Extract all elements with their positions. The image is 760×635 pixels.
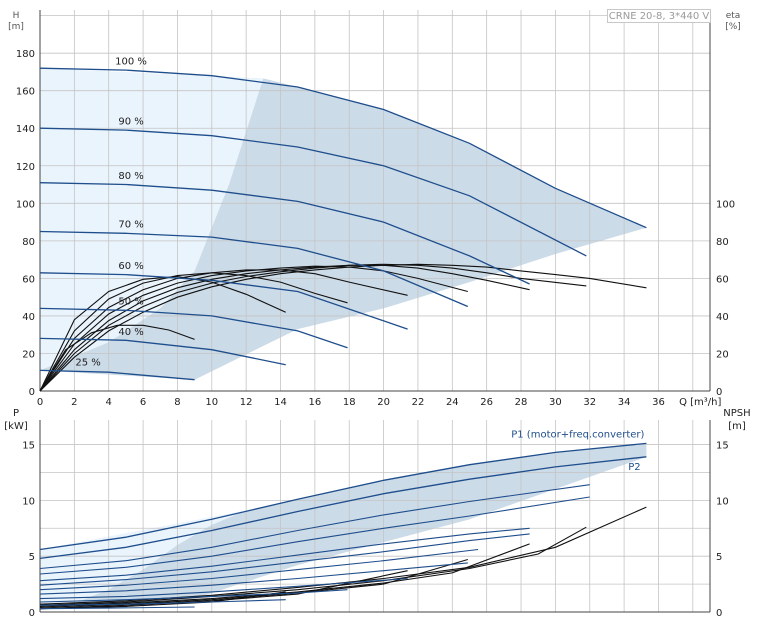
x-tick-label: 2 [71,397,77,408]
speed-label-40: 40 % [118,327,143,338]
npsh-curve-6 [39,591,286,610]
hq-curve-25 [39,369,195,381]
speed-label-60: 60 % [118,261,143,272]
y-tick-label-top: 20 [22,349,35,360]
bottom-y2-axis-unit: [m] [728,421,746,432]
x-tick-label: 20 [377,397,390,408]
y-tick-label-bottom: 0 [29,608,35,619]
x-tick-label: 28 [515,397,528,408]
p1-series-label: P1 (motor+freq.converter) [511,429,644,440]
speed-label-80: 80 % [118,171,143,182]
y2-tick-label-top: 80 [716,237,729,248]
y2-tick-label-top: 40 [716,312,729,323]
y-tick-label-top: 180 [16,49,35,60]
y-tick-label-bottom: 15 [22,441,35,452]
bottom-y-axis-title: P [13,408,19,419]
power-curve-6 [39,562,468,595]
top-y-axis-title: H [13,11,20,21]
x-tick-label: 36 [652,397,665,408]
y2-tick-label-bottom: 0 [716,608,722,619]
x-tick-label: 22 [412,397,425,408]
hq-curve-70 [39,230,469,308]
power-curve-5 [39,548,479,591]
x-tick-label: 0 [37,397,43,408]
p2-series-label: P2 [628,462,640,473]
x-tick-label: 8 [174,397,180,408]
x-tick-label: 18 [343,397,356,408]
y-tick-label-top: 160 [16,87,35,98]
p1-curve [39,442,647,551]
hq-curve-60 [39,272,408,330]
y2-tick-label-bottom: 10 [716,496,729,507]
y2-tick-label-top: 60 [716,274,729,285]
x-tick-label: 30 [549,397,562,408]
top-y2-axis-title: eta [726,11,741,21]
x-tick-label: 4 [106,397,112,408]
grid-lines [40,10,710,612]
eta-curve-6 [39,272,348,392]
y-tick-label-top: 40 [22,312,35,323]
speed-label-50: 50 % [118,297,143,308]
top-y-axis-unit: [m] [8,22,24,32]
x-tick-label: 32 [583,397,596,408]
hq-curve-100 [39,67,647,229]
p2-curve [39,456,647,560]
pump-model-label: CRNE 20-8, 3*440 V [607,9,711,23]
speed-label-100: 100 % [115,56,147,67]
x-tick-label: 34 [618,397,631,408]
power-curve-7 [39,577,408,600]
y2-tick-label-bottom: 15 [716,441,729,452]
eta-curve-7 [39,275,286,392]
power-curve-8 [39,589,348,603]
y-tick-label-bottom: 10 [22,496,35,507]
x-tick-label: 26 [480,397,493,408]
y2-tick-label-top: 20 [716,349,729,360]
hq-curve-40 [39,337,286,366]
y-tick-label-top: 0 [29,387,35,398]
x-tick-label: 24 [446,397,459,408]
y-tick-label-top: 120 [16,162,35,173]
hq-curve-50 [39,307,348,349]
x-tick-label: 14 [274,397,287,408]
x-tick-label: 12 [240,397,253,408]
hq-curve-90 [39,127,587,257]
top-y2-axis-unit: [%] [725,22,741,32]
speed-label-70: 70 % [118,220,143,231]
y-tick-label-bottom: 5 [29,552,35,563]
eta-curve-2 [39,263,587,392]
power-curve-2 [39,496,590,575]
y2-tick-label-top: 100 [716,199,735,210]
y-tick-label-top: 80 [22,237,35,248]
eta-curve-8 [39,324,195,392]
speed-label-90: 90 % [118,116,143,127]
region-bottom-dark [40,443,647,609]
y-tick-label-top: 100 [16,199,35,210]
x-axis-title: Q [m³/h] [679,397,721,408]
npsh-curve-5 [39,570,408,610]
power-curve-9 [39,599,286,606]
power-curve-1 [39,484,590,570]
hq-curve-80 [39,182,530,285]
power-curve-10 [39,606,195,610]
bottom-y-axis-unit: [kW] [4,421,28,432]
npsh-curve-3 [39,543,530,607]
y-tick-label-top: 60 [22,274,35,285]
y-tick-label-top: 140 [16,124,35,135]
eta-curve-1 [39,263,647,392]
x-tick-label: 10 [205,397,218,408]
region-top-light [40,68,264,371]
power-curve-4 [39,533,530,586]
speed-label-25: 25 % [75,358,100,369]
y2-tick-label-top: 0 [716,387,722,398]
region-top-dark [40,78,647,380]
y2-tick-label-bottom: 5 [716,552,722,563]
x-tick-label: 6 [140,397,146,408]
x-tick-label: 16 [309,397,322,408]
power-curve-3 [39,527,530,582]
bottom-y2-axis-title: NPSH [723,408,750,419]
